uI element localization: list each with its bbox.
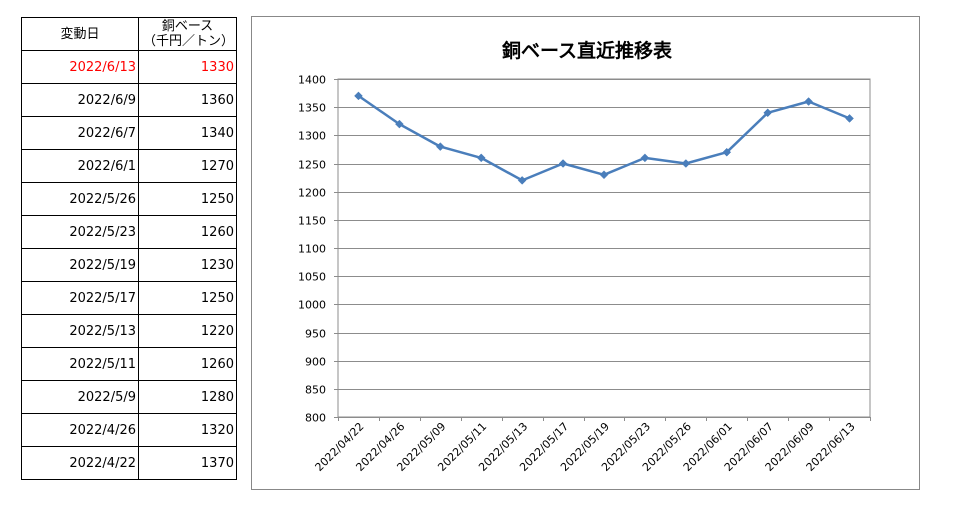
data-point-marker: [354, 91, 363, 101]
y-tick-label: 800: [305, 412, 326, 425]
y-tick-label: 1300: [298, 130, 326, 143]
price-cell: 1270: [138, 149, 237, 183]
copper-price-table: 変動日 銅ベース （千円／トン） 2022/6/13 1330 2022/6/9…: [21, 17, 237, 480]
y-tick-label: 1200: [298, 187, 326, 200]
price-cell: 1260: [138, 215, 237, 249]
data-point-marker: [722, 147, 732, 157]
data-point-marker: [845, 114, 854, 123]
price-cell: 1220: [138, 314, 237, 348]
data-point-marker: [476, 153, 486, 163]
price-cell: 1360: [138, 83, 237, 117]
table-row: 2022/5/9 1280: [21, 380, 237, 414]
date-cell: 2022/6/7: [21, 116, 139, 150]
table-row: 2022/5/23 1260: [21, 215, 237, 249]
table-row: 2022/5/17 1250: [21, 281, 237, 315]
y-tick-label: 850: [305, 384, 326, 397]
date-cell: 2022/5/23: [21, 215, 139, 249]
data-point-marker: [599, 170, 609, 180]
data-point-marker: [558, 159, 568, 168]
line-chart: 銅ベース直近推移表 800 850 900 950 1000 1050 1100 1150 12…: [298, 39, 871, 474]
data-point-marker: [435, 142, 445, 151]
y-tick-label: 900: [305, 356, 326, 369]
y-tick-label: 950: [305, 328, 326, 341]
price-cell: 1250: [138, 182, 237, 216]
table-row: 2022/4/22 1370: [21, 446, 237, 480]
y-tick-label: 1050: [298, 271, 326, 284]
date-cell: 2022/5/11: [21, 347, 139, 381]
y-tick-label: 1250: [298, 159, 326, 172]
date-column-header: 変動日: [21, 17, 139, 51]
date-cell: 2022/5/9: [21, 380, 139, 414]
price-cell: 1370: [138, 446, 237, 480]
date-cell: 2022/4/22: [21, 446, 139, 480]
table-row: 2022/6/7 1340: [21, 116, 237, 150]
grid-lines: [334, 78, 871, 421]
price-header-line2: （千円／トン）: [143, 34, 235, 49]
table-row: 2022/5/11 1260: [21, 347, 237, 381]
date-cell: 2022/5/13: [21, 314, 139, 348]
y-tick-label: 1150: [298, 215, 326, 228]
y-tick-label: 1100: [298, 243, 326, 256]
date-cell: 2022/5/17: [21, 281, 139, 315]
table-header-row: 変動日 銅ベース （千円／トン）: [21, 17, 237, 51]
table-row: 2022/6/9 1360: [21, 83, 237, 117]
y-axis-ticks: 800 850 900 950 1000 1050 1100 1150 1200 1250 1300…: [298, 74, 326, 425]
data-point-marker: [763, 108, 773, 118]
table-row: 2022/4/26 1320: [21, 413, 237, 447]
y-tick-label: 1000: [298, 299, 326, 312]
data-point-marker: [395, 119, 404, 129]
series-layer: [354, 91, 854, 185]
data-point-marker: [804, 97, 813, 106]
price-cell: 1260: [138, 347, 237, 381]
price-cell: 1230: [138, 248, 237, 282]
date-cell: 2022/5/26: [21, 182, 139, 216]
price-cell: 1340: [138, 116, 237, 150]
table-row: 2022/5/19 1230: [21, 248, 237, 282]
data-point-marker: [517, 176, 527, 185]
date-cell: 2022/4/26: [21, 413, 139, 447]
date-cell: 2022/6/13: [21, 50, 139, 84]
date-cell: 2022/5/19: [21, 248, 139, 282]
date-cell: 2022/6/1: [21, 149, 139, 183]
date-header-label: 変動日: [60, 26, 100, 42]
table-row: 2022/5/13 1220: [21, 314, 237, 348]
table-row: 2022/6/13 1330: [21, 50, 237, 84]
price-header-line1: 銅ベース: [161, 19, 214, 34]
table-row: 2022/5/26 1250: [21, 182, 237, 216]
chart-title: 銅ベース直近推移表: [502, 39, 673, 62]
date-cell: 2022/6/9: [21, 83, 139, 117]
table-row: 2022/6/1 1270: [21, 149, 237, 183]
data-point-marker: [640, 153, 650, 163]
y-tick-label: 1400: [298, 74, 326, 87]
price-cell: 1320: [138, 413, 237, 447]
chart-frame: 銅ベース直近推移表 800 850 900 950 1000 1050 1100 1150 12…: [251, 16, 920, 490]
price-cell: 1280: [138, 380, 237, 414]
price-column-header: 銅ベース （千円／トン）: [138, 17, 237, 51]
data-point-marker: [681, 159, 691, 168]
series-line: [357, 94, 850, 182]
table-body: 2022/6/13 1330 2022/6/9 1360 2022/6/7 13…: [21, 50, 237, 480]
y-tick-label: 1350: [298, 102, 326, 115]
price-cell: 1330: [138, 50, 237, 84]
price-cell: 1250: [138, 281, 237, 315]
x-axis-ticks: 2022/04/222022/04/262022/05/092022/05/11…: [313, 420, 858, 474]
